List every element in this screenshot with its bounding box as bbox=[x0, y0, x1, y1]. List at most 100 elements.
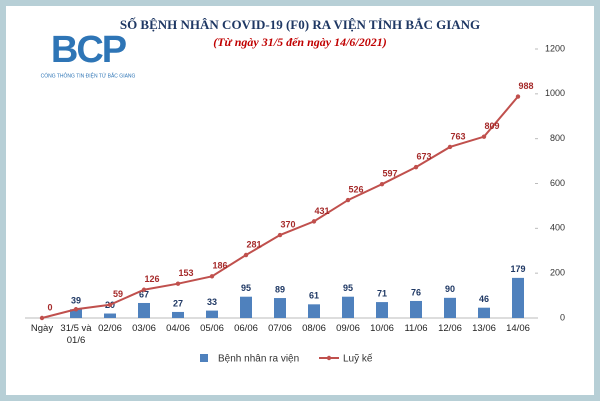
chart-title: SỐ BỆNH NHÂN COVID-19 (F0) RA VIỆN TỈNH … bbox=[120, 17, 480, 32]
line-label: 809 bbox=[484, 121, 499, 131]
bar bbox=[172, 311, 184, 318]
line-label: 988 bbox=[518, 81, 533, 91]
x-tick-label: 10/06 bbox=[370, 323, 394, 334]
x-tick-label: 03/06 bbox=[132, 323, 156, 334]
logo: BCP bbox=[51, 29, 127, 71]
line-point bbox=[311, 219, 317, 224]
x-tick-label-box: 06/06 bbox=[234, 323, 258, 334]
line-label: 526 bbox=[348, 184, 363, 194]
line-point bbox=[481, 134, 487, 139]
bar-label: 33 bbox=[207, 297, 217, 307]
bar bbox=[104, 313, 116, 318]
line-label: 370 bbox=[280, 219, 295, 229]
line-label: 763 bbox=[450, 131, 465, 141]
bar bbox=[138, 302, 150, 318]
x-tick-label: 05/06 bbox=[200, 323, 224, 334]
x-tick-label-box: 05/06 bbox=[200, 323, 224, 334]
x-tick-label: 11/06 bbox=[404, 323, 428, 334]
line-point bbox=[243, 252, 249, 258]
x-tick-label: 04/06 bbox=[166, 323, 190, 334]
x-tick-label-box: 07/06 bbox=[268, 323, 292, 334]
x-tick-label: 07/06 bbox=[268, 323, 292, 334]
bar-label: 90 bbox=[445, 284, 455, 294]
logo-caption: CỔNG THÔNG TIN ĐIỆN TỬ BẮC GIANG bbox=[41, 71, 136, 79]
x-tick-label-box: 09/06 bbox=[336, 323, 360, 334]
bar-label: 61 bbox=[309, 291, 319, 301]
line-label: 597 bbox=[382, 169, 397, 179]
x-tick-label-box: 11/06 bbox=[404, 323, 428, 334]
y-tick-label: 200 bbox=[550, 268, 565, 278]
background bbox=[6, 6, 594, 395]
line-point bbox=[39, 315, 45, 321]
line-point bbox=[175, 281, 181, 286]
x-tick-label-box: 13/06 bbox=[472, 323, 496, 334]
line-point bbox=[345, 197, 351, 203]
line-label: 431 bbox=[314, 206, 329, 216]
bar-label: 71 bbox=[377, 288, 387, 298]
x-tick-label-box: Ngày bbox=[30, 323, 54, 334]
y-tick-label: 0 bbox=[560, 312, 565, 322]
x-tick-label: Ngày bbox=[30, 323, 54, 334]
line-point bbox=[515, 94, 521, 99]
bar bbox=[342, 296, 354, 318]
x-tick-label-box: 02/06 bbox=[98, 323, 122, 334]
bar-label: 46 bbox=[479, 294, 489, 304]
line-point bbox=[447, 144, 453, 150]
line-label: 673 bbox=[416, 152, 431, 162]
bar bbox=[478, 307, 490, 318]
line-label: 281 bbox=[246, 239, 261, 249]
bar-label: 95 bbox=[241, 283, 251, 293]
x-tick-label: 08/06 bbox=[302, 323, 326, 334]
line-point bbox=[379, 181, 385, 187]
line-label: 186 bbox=[212, 261, 227, 271]
x-tick-label: 13/06 bbox=[472, 323, 496, 334]
x-tick-label: 06/06 bbox=[234, 323, 258, 334]
line-label: 153 bbox=[178, 268, 193, 278]
line-point bbox=[277, 232, 283, 238]
y-tick-label: 400 bbox=[550, 223, 565, 233]
x-tick-label: 31/5 và 01/6 bbox=[60, 323, 92, 346]
line-point bbox=[209, 274, 215, 279]
bar-label: 89 bbox=[275, 284, 285, 294]
x-tick-label: 09/06 bbox=[336, 323, 360, 334]
y-tick-label: 1200 bbox=[545, 43, 565, 53]
bar-label: 39 bbox=[71, 296, 81, 306]
x-tick-label-box: 10/06 bbox=[370, 323, 394, 334]
x-tick-label-box: 14/06 bbox=[506, 323, 530, 334]
legend-marker bbox=[326, 355, 332, 361]
x-tick-label-box: 08/06 bbox=[302, 323, 326, 334]
y-tick-label: 800 bbox=[550, 133, 565, 143]
bar bbox=[444, 297, 456, 318]
y-tick-label: 600 bbox=[550, 178, 565, 188]
line-label: 0 bbox=[47, 302, 52, 312]
line-label: 126 bbox=[144, 274, 159, 284]
line-label: 59 bbox=[113, 289, 123, 299]
x-tick-label-box: 12/06 bbox=[438, 323, 462, 334]
bar bbox=[376, 302, 388, 318]
x-tick-label-box: 31/5 và 01/6 bbox=[60, 323, 92, 346]
chart-subtitle: (Từ ngày 31/5 đến ngày 14/6/2021) bbox=[213, 35, 387, 49]
legend-label: Luỹ kế bbox=[343, 353, 373, 365]
x-tick-label-box: 04/06 bbox=[166, 323, 190, 334]
x-tick-label-box: 03/06 bbox=[132, 323, 156, 334]
line-point bbox=[107, 302, 113, 307]
y-tick-label: 1000 bbox=[545, 88, 565, 98]
bar-label: 95 bbox=[343, 283, 353, 293]
line-point bbox=[141, 287, 147, 292]
bar-label: 67 bbox=[139, 289, 149, 299]
bar bbox=[70, 309, 82, 318]
bar bbox=[206, 310, 218, 318]
bar-label: 179 bbox=[510, 264, 525, 274]
line-point bbox=[413, 164, 419, 170]
bar bbox=[240, 296, 252, 318]
x-tick-label: 14/06 bbox=[506, 323, 530, 334]
bar-label: 76 bbox=[411, 287, 421, 297]
bar-label: 27 bbox=[173, 298, 183, 308]
x-tick-label: 12/06 bbox=[438, 323, 462, 334]
line-point bbox=[73, 307, 79, 312]
bar bbox=[308, 304, 320, 318]
legend-label: Bệnh nhân ra viện bbox=[218, 354, 299, 365]
bar bbox=[512, 277, 524, 318]
bar bbox=[274, 298, 286, 318]
